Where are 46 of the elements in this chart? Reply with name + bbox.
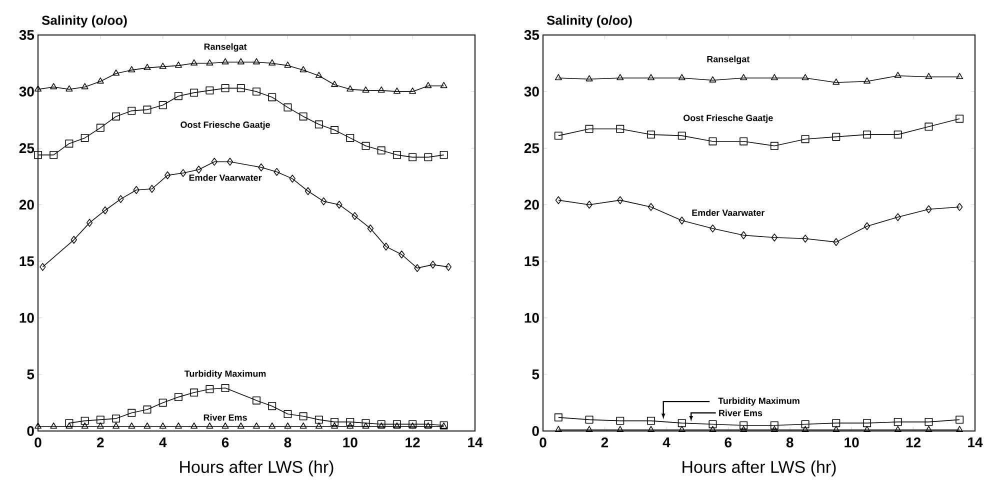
series-label: Oost Friesche Gaatje [180,121,270,130]
x-tick-label: 0 [540,438,546,448]
series-label: Emder Vaarwater [189,174,262,181]
x-tick-label: 12 [906,438,921,448]
y-tick-label: 30 [19,86,34,97]
y-tick-label: 30 [524,86,539,97]
x-tick-label: 2 [601,438,608,448]
series-label: Turbidity Maximum [184,370,266,379]
series-label: Ranselgat [204,43,247,52]
series-label: Oost Friesche Gaatje [684,114,773,123]
x-tick-label: 14 [468,438,483,448]
y-tick-label: 35 [19,30,34,40]
x-tick-label: 0 [34,438,42,448]
y-tick-label: 25 [19,143,34,154]
x-tick-label: 4 [662,438,670,448]
x-axis-title: Hours after LWS (hr) [682,460,836,476]
series-label: River Ems [719,410,762,416]
series-label: River Ems [204,414,247,421]
x-tick-label: 10 [844,438,859,448]
x-tick-label: 6 [222,438,229,448]
x-tick-label: 6 [724,438,732,448]
y-tick-label: 35 [524,30,540,40]
x-tick-label: 2 [97,438,104,448]
series-label: Turbidity Maximum [718,397,800,406]
y-tick-label: 20 [524,200,539,210]
series-label: Emder Vaarwater [692,209,765,216]
series-label: Ranselgat [707,56,750,64]
y-tick-label: 0 [27,426,34,436]
y-tick-label: 25 [524,143,540,154]
x-tick-label: 10 [343,438,358,448]
y-axis-title: Salinity (o/oo) [546,15,632,28]
y-tick-label: 10 [524,312,539,323]
x-tick-label: 8 [786,438,794,448]
y-tick-label: 10 [20,312,34,323]
y-tick-label: 15 [20,256,34,266]
x-tick-label: 4 [159,438,167,448]
x-tick-label: 12 [406,438,420,448]
y-tick-label: 5 [27,370,34,380]
y-tick-label: 0 [532,426,539,436]
x-axis-title: Hours after LWS (hr) [180,460,334,476]
y-axis-title: Salinity (o/oo) [42,15,127,28]
x-tick-label: 8 [284,438,292,448]
y-tick-label: 20 [19,200,34,210]
y-tick-label: 5 [532,370,540,380]
y-tick-label: 15 [524,256,540,266]
x-tick-label: 14 [968,438,983,448]
